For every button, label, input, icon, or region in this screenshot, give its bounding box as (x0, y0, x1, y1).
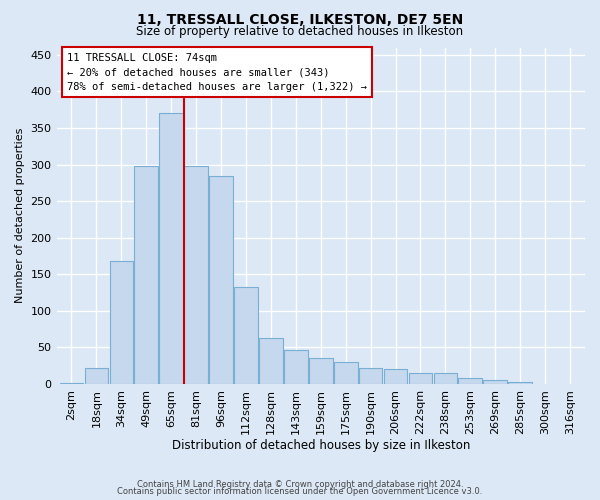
Bar (259, 338, 283, 384)
Bar (134, 166, 158, 384)
Text: Contains public sector information licensed under the Open Government Licence v3: Contains public sector information licen… (118, 488, 482, 496)
Bar (184, 166, 208, 384)
Bar (309, 358, 332, 384)
Bar (59, 383, 83, 384)
Bar (508, 382, 532, 384)
Bar (484, 380, 507, 384)
Bar (85, 368, 108, 384)
Bar (434, 373, 457, 384)
Bar (359, 368, 382, 384)
Y-axis label: Number of detached properties: Number of detached properties (15, 128, 25, 304)
Bar (110, 261, 133, 384)
X-axis label: Distribution of detached houses by size in Ilkeston: Distribution of detached houses by size … (172, 440, 470, 452)
Text: Size of property relative to detached houses in Ilkeston: Size of property relative to detached ho… (136, 25, 464, 38)
Bar (458, 378, 482, 384)
Text: 11 TRESSALL CLOSE: 74sqm
← 20% of detached houses are smaller (343)
78% of semi-: 11 TRESSALL CLOSE: 74sqm ← 20% of detach… (67, 52, 367, 92)
Bar (160, 114, 183, 384)
Bar (209, 176, 233, 384)
Bar (409, 373, 433, 384)
Text: Contains HM Land Registry data © Crown copyright and database right 2024.: Contains HM Land Registry data © Crown c… (137, 480, 463, 489)
Bar (284, 350, 308, 384)
Text: 11, TRESSALL CLOSE, ILKESTON, DE7 5EN: 11, TRESSALL CLOSE, ILKESTON, DE7 5EN (137, 12, 463, 26)
Bar (334, 362, 358, 384)
Bar (234, 286, 258, 384)
Bar (384, 370, 407, 384)
